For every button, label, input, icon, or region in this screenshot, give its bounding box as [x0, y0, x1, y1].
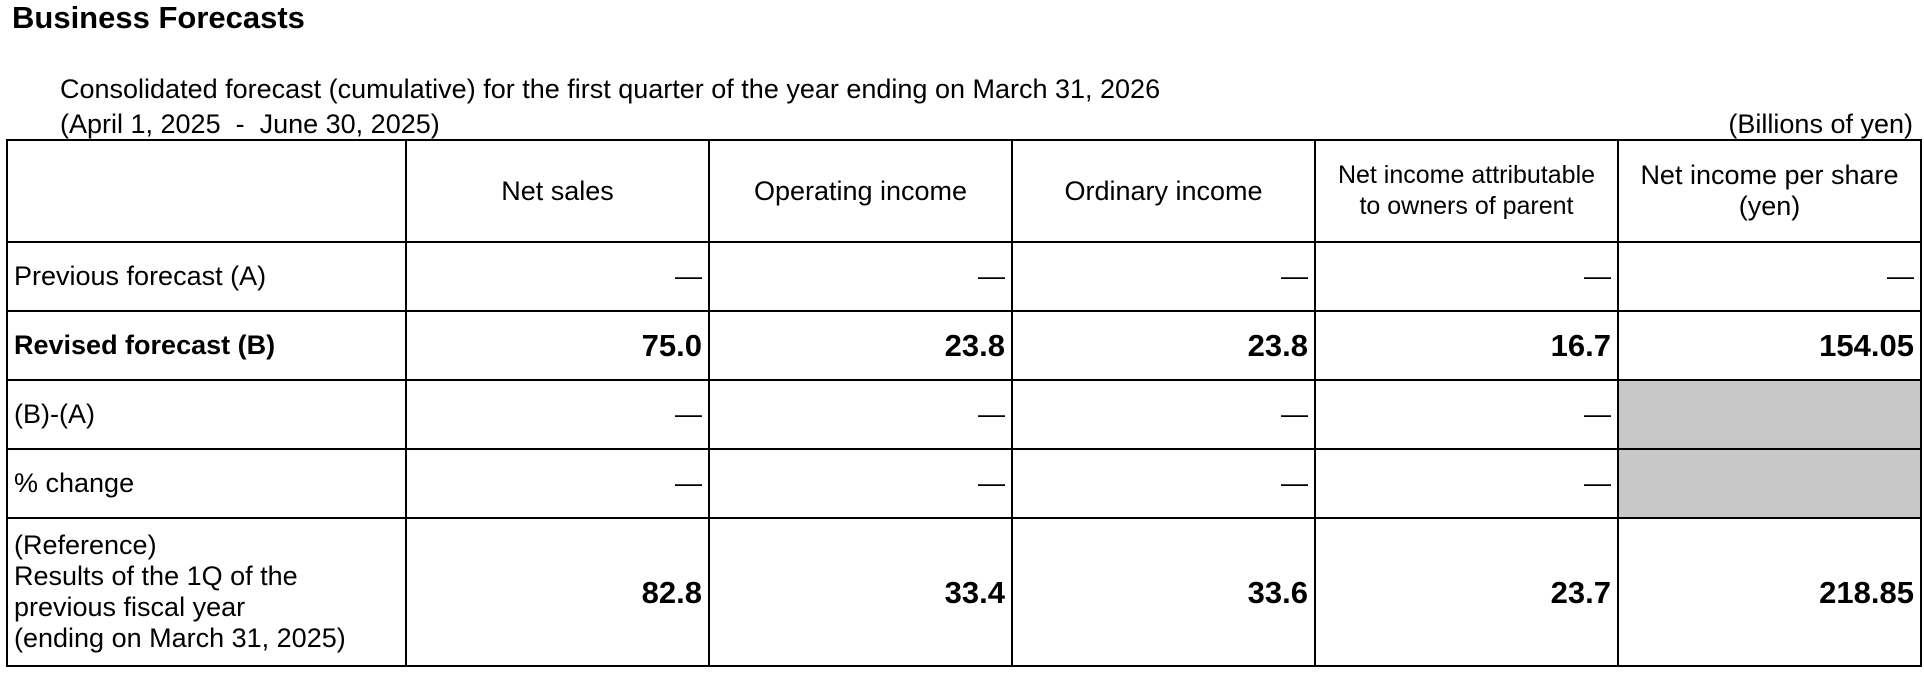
header-eps-line1: Net income per share	[1640, 160, 1899, 190]
cell-revised-operating-income: 23.8	[708, 310, 1013, 381]
reference-label-line3: previous fiscal year	[14, 592, 246, 622]
cell-reference-net-sales: 82.8	[405, 517, 710, 667]
cell-difference-net-income: —	[1314, 379, 1619, 450]
cell-previous-net-sales: —	[405, 241, 710, 312]
table-row-difference: (B)-(A) — — — —	[6, 379, 1922, 450]
header-eps-line2: (yen)	[1738, 191, 1801, 221]
row-label-previous-forecast: Previous forecast (A)	[6, 241, 407, 312]
cell-revised-ordinary-income: 23.8	[1011, 310, 1316, 381]
header-ordinary-income: Ordinary income	[1011, 139, 1316, 243]
reference-label-line4: (ending on March 31, 2025)	[14, 623, 346, 653]
header-corner-cell	[6, 139, 407, 243]
forecast-table: Net sales Operating income Ordinary inco…	[6, 139, 1922, 667]
cell-difference-eps-shaded	[1617, 379, 1922, 450]
cell-reference-ordinary-income: 33.6	[1011, 517, 1316, 667]
row-label-reference: (Reference) Results of the 1Q of the pre…	[6, 517, 407, 667]
reference-label-line1: (Reference)	[14, 530, 157, 560]
cell-pct-eps-shaded	[1617, 448, 1922, 519]
cell-revised-eps: 154.05	[1617, 310, 1922, 381]
cell-previous-ordinary-income: —	[1011, 241, 1316, 312]
table-row-previous-forecast: Previous forecast (A) — — — — —	[6, 241, 1922, 312]
table-row-reference: (Reference) Results of the 1Q of the pre…	[6, 517, 1922, 667]
cell-difference-ordinary-income: —	[1011, 379, 1316, 450]
cell-previous-net-income: —	[1314, 241, 1619, 312]
table-header-row: Net sales Operating income Ordinary inco…	[6, 139, 1922, 243]
forecast-subtitle: Consolidated forecast (cumulative) for t…	[60, 74, 1161, 104]
cell-revised-net-income: 16.7	[1314, 310, 1619, 381]
row-label-revised-forecast: Revised forecast (B)	[6, 310, 407, 381]
cell-difference-operating-income: —	[708, 379, 1013, 450]
header-net-income-line1: Net income attributable	[1337, 161, 1596, 189]
units-note: (Billions of yen)	[1728, 109, 1913, 139]
cell-difference-net-sales: —	[405, 379, 710, 450]
cell-revised-net-sales: 75.0	[405, 310, 710, 381]
forecast-period: (April 1, 2025 - June 30, 2025)	[60, 109, 440, 139]
row-label-percent-change: % change	[6, 448, 407, 519]
page-title: Business Forecasts	[12, 0, 305, 35]
cell-pct-net-income: —	[1314, 448, 1619, 519]
cell-reference-net-income: 23.7	[1314, 517, 1619, 667]
header-net-sales: Net sales	[405, 139, 710, 243]
row-label-difference: (B)-(A)	[6, 379, 407, 450]
header-net-income-line2: to owners of parent	[1359, 192, 1574, 220]
cell-previous-operating-income: —	[708, 241, 1013, 312]
cell-pct-net-sales: —	[405, 448, 710, 519]
reference-label-line2: Results of the 1Q of the	[14, 561, 298, 591]
cell-reference-eps: 218.85	[1617, 517, 1922, 667]
cell-previous-eps: —	[1617, 241, 1922, 312]
header-eps: Net income per share (yen)	[1617, 139, 1922, 243]
table-row-percent-change: % change — — — —	[6, 448, 1922, 519]
cell-pct-operating-income: —	[708, 448, 1013, 519]
header-operating-income: Operating income	[708, 139, 1013, 243]
table-row-revised-forecast: Revised forecast (B) 75.0 23.8 23.8 16.7…	[6, 310, 1922, 381]
header-net-income: Net income attributable to owners of par…	[1314, 139, 1619, 243]
cell-pct-ordinary-income: —	[1011, 448, 1316, 519]
cell-reference-operating-income: 33.4	[708, 517, 1013, 667]
